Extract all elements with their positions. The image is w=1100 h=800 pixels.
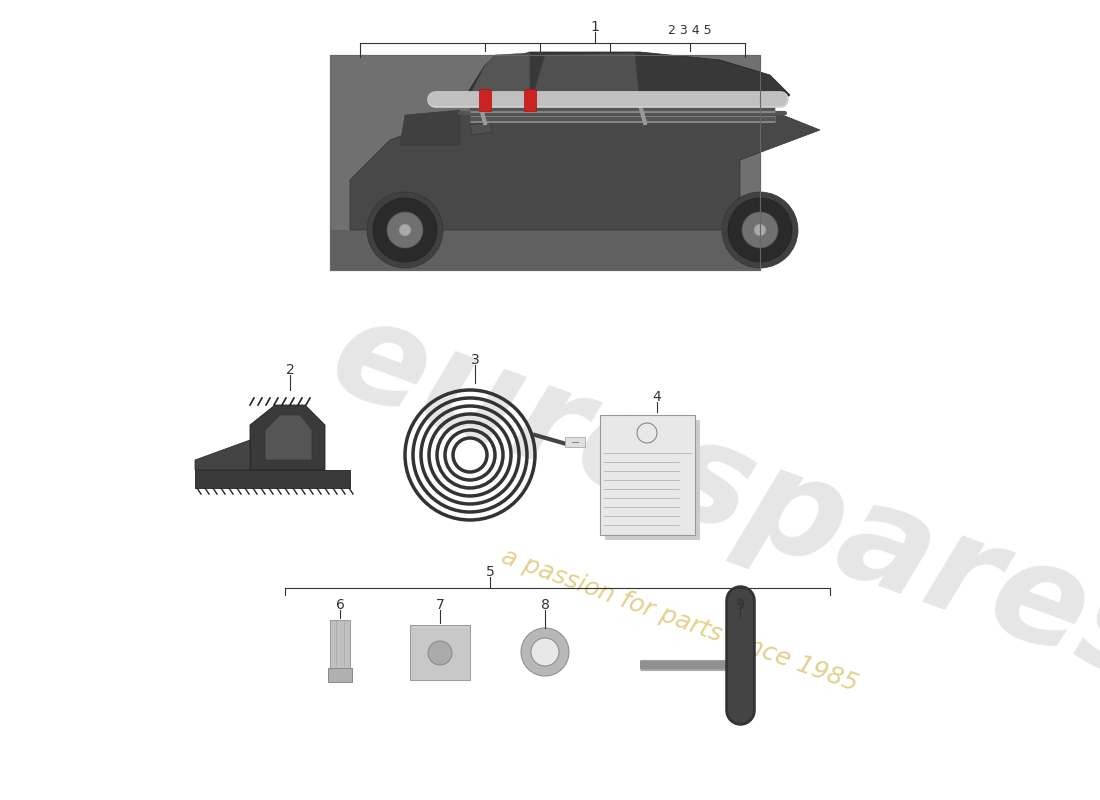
Polygon shape bbox=[460, 52, 790, 110]
Polygon shape bbox=[400, 110, 460, 145]
Polygon shape bbox=[530, 53, 640, 105]
Text: 9: 9 bbox=[736, 598, 745, 612]
Bar bbox=[330, 55, 760, 270]
Circle shape bbox=[428, 641, 452, 665]
Bar bbox=[330, 620, 350, 670]
Text: 4: 4 bbox=[652, 390, 661, 404]
Bar bbox=[195, 470, 350, 488]
Text: 8: 8 bbox=[540, 598, 549, 612]
Circle shape bbox=[742, 212, 778, 248]
Polygon shape bbox=[350, 105, 820, 230]
Text: 7: 7 bbox=[436, 598, 444, 612]
Bar bbox=[524, 89, 536, 111]
Bar bbox=[330, 230, 760, 270]
Text: 6: 6 bbox=[336, 598, 344, 612]
Circle shape bbox=[722, 192, 798, 268]
Text: eurospares: eurospares bbox=[315, 286, 1100, 714]
Bar bbox=[600, 415, 695, 535]
Bar bbox=[605, 420, 700, 540]
Circle shape bbox=[531, 638, 559, 666]
Circle shape bbox=[387, 212, 424, 248]
Bar bbox=[330, 55, 760, 270]
Bar bbox=[565, 437, 585, 447]
Text: a passion for parts since 1985: a passion for parts since 1985 bbox=[498, 544, 861, 696]
Circle shape bbox=[754, 224, 766, 236]
Bar bbox=[328, 668, 352, 682]
Polygon shape bbox=[265, 415, 312, 460]
Polygon shape bbox=[250, 405, 324, 470]
Circle shape bbox=[373, 198, 437, 262]
Bar bbox=[478, 89, 491, 111]
Polygon shape bbox=[470, 122, 492, 135]
Bar bbox=[410, 625, 470, 680]
Circle shape bbox=[399, 224, 411, 236]
Text: 1: 1 bbox=[591, 20, 600, 34]
Polygon shape bbox=[195, 440, 250, 470]
Text: 2: 2 bbox=[286, 363, 295, 377]
Text: 3: 3 bbox=[471, 353, 480, 367]
Text: 5: 5 bbox=[485, 565, 494, 579]
Bar bbox=[330, 55, 760, 270]
Circle shape bbox=[521, 628, 569, 676]
Circle shape bbox=[728, 198, 792, 262]
Circle shape bbox=[367, 192, 443, 268]
Polygon shape bbox=[465, 53, 530, 105]
Text: 2 3 4 5: 2 3 4 5 bbox=[668, 25, 712, 38]
